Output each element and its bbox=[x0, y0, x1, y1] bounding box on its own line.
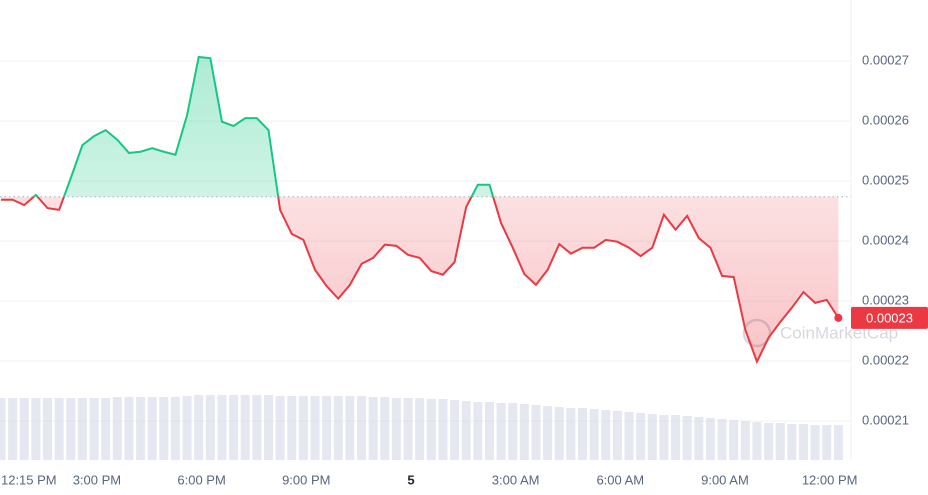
volume-bar bbox=[101, 398, 111, 460]
volume-bar bbox=[566, 408, 576, 460]
volume-bar bbox=[554, 407, 564, 460]
volume-bar bbox=[159, 397, 169, 460]
volume-bar bbox=[682, 416, 692, 460]
volume-bar bbox=[531, 405, 541, 460]
area-down bbox=[0, 196, 839, 362]
volume-bar bbox=[798, 424, 808, 460]
volume-bar bbox=[484, 402, 494, 460]
volume-bar bbox=[426, 399, 436, 460]
volume-bar bbox=[752, 422, 762, 460]
volume-bar bbox=[787, 424, 797, 460]
volume-bar bbox=[601, 410, 611, 460]
current-price-label: 0.00023 bbox=[866, 310, 913, 325]
volume-bar bbox=[508, 403, 518, 460]
volume-bar bbox=[66, 398, 76, 460]
volume-bar bbox=[659, 415, 669, 460]
volume-bar bbox=[298, 396, 308, 460]
volume-bar bbox=[764, 423, 774, 460]
x-tick-label: 9:00 AM bbox=[701, 472, 749, 487]
current-price-box bbox=[851, 306, 928, 329]
volume-bar bbox=[240, 395, 250, 460]
x-tick-label: 6:00 AM bbox=[596, 472, 644, 487]
volume-bar bbox=[229, 395, 239, 460]
volume-bar bbox=[705, 418, 715, 460]
x-tick-label: 6:00 PM bbox=[177, 472, 225, 487]
y-tick-label: 0.00023 bbox=[862, 293, 909, 308]
volume-bar bbox=[89, 398, 99, 460]
volume-bar bbox=[740, 421, 750, 460]
volume-bar bbox=[519, 404, 529, 460]
volume-bar bbox=[415, 398, 425, 460]
volume-bar bbox=[112, 397, 122, 460]
volume-bar bbox=[671, 415, 681, 460]
volume-bar bbox=[31, 398, 41, 460]
volume-bar bbox=[636, 413, 646, 460]
volume-bar bbox=[380, 397, 390, 460]
x-tick-label: 12:00 PM bbox=[802, 472, 858, 487]
volume-bar bbox=[717, 419, 727, 460]
price-line-down bbox=[0, 196, 840, 365]
volume-bar bbox=[543, 406, 553, 460]
volume-bar bbox=[403, 398, 413, 460]
volume-bar bbox=[170, 397, 180, 460]
volume-bar bbox=[647, 414, 657, 460]
x-tick-label: 12:15 PM bbox=[1, 472, 57, 487]
volume-bar bbox=[450, 400, 460, 460]
x-tick-label: 9:00 PM bbox=[282, 472, 330, 487]
y-tick-label: 0.00027 bbox=[862, 53, 909, 68]
x-tick-label: 3:00 AM bbox=[492, 472, 540, 487]
volume-bar bbox=[136, 397, 146, 460]
volume-bar bbox=[357, 396, 367, 460]
volume-bar bbox=[624, 412, 634, 460]
volume-bar bbox=[8, 398, 18, 460]
volume-bar bbox=[0, 398, 6, 460]
volume-bar bbox=[77, 398, 87, 460]
volume-bar bbox=[612, 411, 622, 460]
volume-bar bbox=[252, 395, 262, 460]
volume-bar bbox=[391, 398, 401, 460]
volume-bar bbox=[43, 398, 53, 460]
volume-bar bbox=[217, 395, 227, 460]
volume-bar bbox=[473, 402, 483, 460]
volume-bar bbox=[833, 425, 843, 460]
x-tick-label: 5 bbox=[407, 472, 414, 487]
x-tick-label: 3:00 PM bbox=[73, 472, 121, 487]
volume-bar bbox=[578, 408, 588, 460]
volume-bar bbox=[194, 395, 204, 460]
volume-bar bbox=[147, 397, 157, 460]
y-tick-label: 0.00024 bbox=[862, 233, 909, 248]
volume-bar bbox=[333, 396, 343, 460]
volume-bar bbox=[19, 398, 29, 460]
volume-bar bbox=[182, 396, 192, 460]
volume-bar bbox=[322, 396, 332, 460]
volume-bar bbox=[496, 403, 506, 460]
y-tick-label: 0.00021 bbox=[862, 412, 909, 427]
volume-bar bbox=[345, 396, 355, 460]
volume-bar bbox=[287, 396, 297, 460]
volume-bar bbox=[205, 395, 215, 460]
price-line-up bbox=[32, 55, 495, 197]
y-tick-label: 0.00025 bbox=[862, 173, 909, 188]
volume-bar bbox=[589, 409, 599, 460]
last-point bbox=[834, 313, 843, 322]
volume-bar bbox=[368, 397, 378, 460]
volume-bar bbox=[775, 423, 785, 460]
volume-bar bbox=[54, 398, 64, 460]
volume-bar bbox=[438, 399, 448, 460]
volume-bar bbox=[263, 395, 273, 460]
y-tick-label: 0.00026 bbox=[862, 113, 909, 128]
volume-bar bbox=[729, 420, 739, 460]
volume-bar bbox=[124, 397, 134, 460]
volume-bar bbox=[694, 417, 704, 460]
volume-bar bbox=[822, 425, 832, 460]
volume-bar bbox=[810, 425, 820, 460]
volume-bar bbox=[310, 396, 320, 460]
volume-bar bbox=[275, 396, 285, 460]
volume-bar bbox=[461, 401, 471, 460]
y-tick-label: 0.00022 bbox=[862, 352, 909, 367]
area-up bbox=[0, 56, 839, 197]
